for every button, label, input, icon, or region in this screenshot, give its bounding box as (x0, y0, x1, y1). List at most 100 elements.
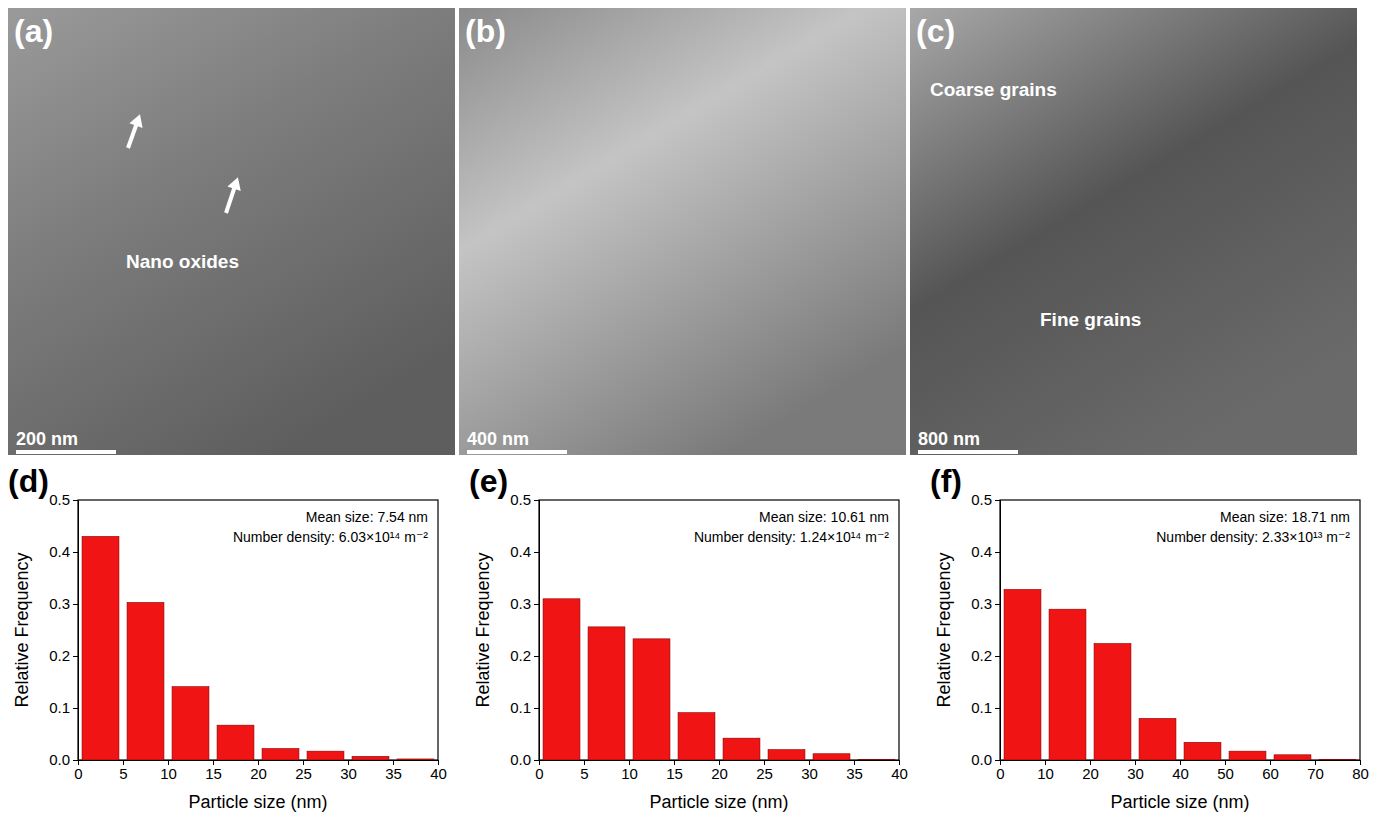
tick-label: 80 (1352, 765, 1369, 782)
panel-label: (b) (465, 13, 506, 49)
tick-label: 0.2 (510, 647, 531, 664)
histogram-panel: 05101520253035400.00.10.20.30.40.5Partic… (8, 463, 447, 812)
tick-label: 20 (1082, 765, 1099, 782)
tick-label: 30 (801, 765, 818, 782)
plot-frame (78, 500, 438, 760)
tick-label: 0.1 (510, 699, 531, 716)
annotation: Coarse grains (930, 79, 1057, 100)
tick-mark (995, 708, 1000, 709)
tick-mark (995, 500, 1000, 501)
bars (543, 599, 895, 760)
tick-label: 10 (160, 765, 177, 782)
bar (813, 754, 850, 760)
bars (82, 536, 434, 760)
tick: 0.5 (510, 491, 539, 508)
panel-label: (c) (916, 13, 955, 49)
annotation: Number density: 6.03×10¹⁴ m⁻² (233, 529, 428, 545)
micrograph-image (8, 8, 455, 455)
tick-label: 35 (846, 765, 863, 782)
tick: 30 (801, 760, 818, 782)
tick: 0.0 (49, 751, 78, 768)
axis-line (73, 501, 79, 761)
tick-label: 15 (205, 765, 222, 782)
scale-bar-label: 200 nm (16, 429, 78, 449)
panel-label: (a) (14, 13, 53, 49)
tick-label: 0.1 (49, 699, 70, 716)
bar (723, 738, 760, 760)
panel-label: (d) (8, 463, 49, 499)
tick-label: 10 (621, 765, 638, 782)
tick-label: 0.0 (49, 751, 70, 768)
tick-label: 70 (1307, 765, 1324, 782)
tick-label: 40 (430, 765, 447, 782)
bar (678, 713, 715, 760)
y-axis: 0.00.10.20.30.40.5 (971, 491, 1000, 768)
bar (1094, 644, 1131, 760)
scale-bar-label: 400 nm (467, 429, 529, 449)
tick: 30 (1127, 760, 1144, 782)
x-axis-title: Particle size (nm) (649, 792, 788, 812)
figure: (a)200 nmNano oxides(b)400 nm(c)800 nmCo… (0, 0, 1383, 828)
bars (1004, 589, 1356, 760)
tick-mark (534, 760, 539, 761)
micrograph-panel: (a)200 nmNano oxides (8, 8, 455, 455)
panel-label: (e) (469, 463, 508, 499)
tick: 15 (666, 760, 683, 782)
scale-bar (467, 450, 567, 454)
y-axis: 0.00.10.20.30.40.5 (49, 491, 78, 768)
bar (217, 725, 254, 760)
histogram-panel: 010203040506070800.00.10.20.30.40.5Parti… (930, 463, 1369, 812)
bar (1274, 755, 1311, 760)
micrograph-panel: (b) 400 nm (459, 8, 906, 455)
tick: 0.1 (510, 699, 539, 716)
annotation: Mean size: 10.61 nm (759, 509, 889, 525)
panel-label: (f) (930, 463, 962, 499)
bar (82, 536, 119, 760)
tick: 5 (119, 760, 127, 782)
tick: 60 (1262, 760, 1279, 782)
tick: 0.0 (510, 751, 539, 768)
x-axis: 0510152025303540 (535, 760, 908, 782)
tick-label: 0 (74, 765, 82, 782)
tick: 40 (1172, 760, 1189, 782)
arrow-head (227, 177, 240, 191)
y-axis-title: Relative Frequency (473, 552, 493, 707)
tick: 0.2 (510, 647, 539, 664)
x-axis: 01020304050607080 (996, 760, 1369, 782)
tick: 25 (756, 760, 773, 782)
bar (543, 599, 580, 760)
x-axis-title: Particle size (nm) (1110, 792, 1249, 812)
tick-mark (995, 604, 1000, 605)
y-axis-title: Relative Frequency (12, 552, 32, 707)
bar (1049, 609, 1086, 760)
tick-label: 0.5 (510, 491, 531, 508)
tick-mark (73, 500, 78, 501)
tick: 10 (160, 760, 177, 782)
tick-label: 0.1 (971, 699, 992, 716)
tick: 35 (846, 760, 863, 782)
axis-line (534, 501, 540, 761)
tick-label: 30 (1127, 765, 1144, 782)
tick: 70 (1307, 760, 1324, 782)
bar (397, 759, 434, 760)
tick: 35 (385, 760, 402, 782)
tick-label: 15 (666, 765, 683, 782)
tick: 0.0 (971, 751, 1000, 768)
tick-label: 0 (535, 765, 543, 782)
bar (1319, 759, 1356, 760)
tick: 0.1 (49, 699, 78, 716)
annotation: Number density: 1.24×10¹⁴ m⁻² (694, 529, 889, 545)
tick: 20 (250, 760, 267, 782)
bar (768, 750, 805, 760)
x-axis: 0510152025303540 (74, 760, 447, 782)
tick-label: 40 (891, 765, 908, 782)
tick: 0.3 (49, 595, 78, 612)
tick-label: 0.4 (971, 543, 992, 560)
tick-label: 0.5 (49, 491, 70, 508)
bar (172, 687, 209, 760)
tick: 0 (74, 760, 82, 782)
tick: 5 (580, 760, 588, 782)
tick-label: 0.5 (971, 491, 992, 508)
plot-frame (1000, 500, 1360, 760)
y-axis: 0.00.10.20.30.40.5 (510, 491, 539, 768)
